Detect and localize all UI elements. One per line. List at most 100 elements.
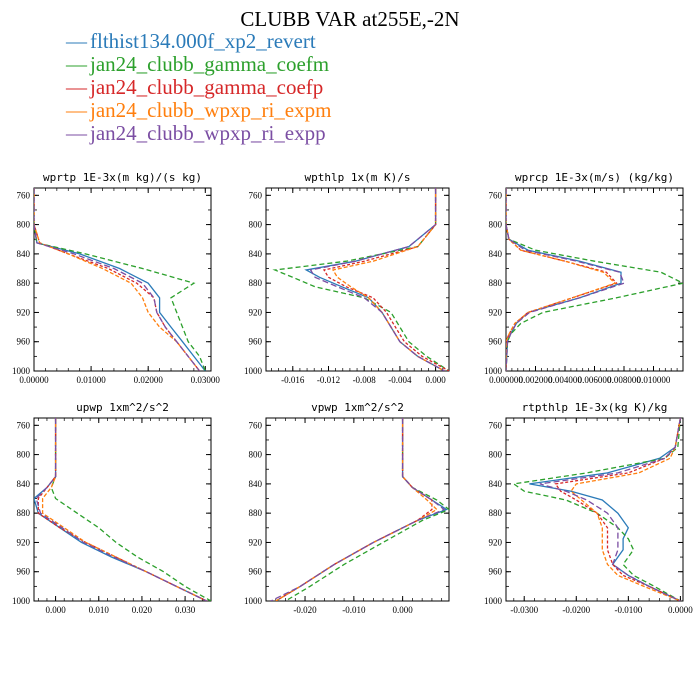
y-tick-label: 800 [489, 450, 503, 460]
y-tick-label: 960 [17, 567, 31, 577]
y-tick-label: 760 [489, 420, 503, 430]
legend-swatch-icon: — [66, 121, 87, 145]
x-tick-label: 0.000000 [489, 375, 523, 385]
y-tick-label: 960 [249, 337, 263, 347]
x-tick-label: 0.010000 [637, 375, 671, 385]
y-tick-label: 880 [17, 508, 31, 518]
panel-title: vpwp 1xm^2/s^2 [311, 401, 404, 414]
y-tick-label: 1000 [484, 366, 503, 376]
x-tick-label: 0.008000 [607, 375, 641, 385]
x-tick-label: 0.00000 [19, 375, 49, 385]
series-line-3 [41, 418, 207, 601]
y-tick-label: 760 [17, 190, 31, 200]
x-tick-label: -0.020 [293, 605, 317, 615]
x-tick-label: 0.000 [393, 605, 414, 615]
x-tick-label: -0.0300 [510, 605, 538, 615]
y-tick-label: 800 [249, 220, 263, 230]
plot-frame [33, 417, 212, 602]
y-tick-label: 880 [249, 508, 263, 518]
panel-title: upwp 1xm^2/s^2 [76, 401, 169, 414]
series-line-0 [529, 418, 682, 601]
x-tick-label: 0.004000 [548, 375, 582, 385]
y-tick-label: 760 [17, 420, 31, 430]
y-tick-label: 920 [249, 307, 263, 317]
legend-item: — jan24_clubb_wpxp_ri_expm [66, 99, 331, 122]
y-tick-label: 920 [17, 537, 31, 547]
series-line-4 [270, 418, 446, 601]
y-tick-label: 1000 [484, 596, 503, 606]
legend-label: jan24_clubb_wpxp_ri_expm [90, 98, 332, 122]
y-tick-label: 1000 [12, 366, 31, 376]
x-tick-label: 0.002000 [519, 375, 553, 385]
y-tick-label: 920 [489, 537, 503, 547]
series-line-0 [506, 188, 622, 371]
series-line-1 [512, 418, 682, 601]
x-tick-label: 0.030 [175, 605, 196, 615]
legend-swatch-icon: — [66, 52, 87, 76]
series-line-0 [304, 188, 445, 371]
y-tick-label: 880 [249, 278, 263, 288]
series-line-4 [309, 188, 445, 371]
y-tick-label: 960 [17, 337, 31, 347]
series-line-1 [272, 188, 449, 371]
x-tick-label: 0.006000 [578, 375, 612, 385]
y-tick-label: 1000 [244, 596, 263, 606]
y-tick-label: 960 [489, 567, 503, 577]
y-tick-label: 840 [489, 249, 503, 259]
x-tick-label: -0.008 [353, 375, 377, 385]
legend-label: jan24_clubb_wpxp_ri_expp [90, 121, 326, 145]
series-line-3 [331, 188, 445, 371]
y-tick-label: 920 [489, 307, 503, 317]
plot-frame [265, 187, 450, 372]
series-line-1 [506, 188, 683, 371]
legend-label: flthist134.000f_xp2_revert [90, 29, 316, 53]
y-tick-label: 840 [17, 479, 31, 489]
series-line-2 [506, 188, 618, 371]
y-tick-label: 760 [249, 190, 263, 200]
panel-title: wprcp 1E-3x(m/s) (kg/kg) [515, 171, 674, 184]
panel-title: rtpthlp 1E-3x(kg K)/kg [522, 401, 668, 414]
x-tick-label: 0.01000 [76, 375, 106, 385]
series-line-3 [570, 418, 682, 601]
y-tick-label: 960 [489, 337, 503, 347]
plot-frame [265, 417, 450, 602]
series-line-2 [554, 418, 682, 601]
x-tick-label: 0.0000 [668, 605, 693, 615]
x-tick-label: -0.0100 [614, 605, 642, 615]
legend-item: — jan24_clubb_gamma_coefp [66, 76, 331, 99]
y-tick-label: 800 [17, 450, 31, 460]
series-line-4 [539, 418, 682, 601]
series-line-3 [275, 418, 438, 601]
legend-swatch-icon: — [66, 29, 87, 53]
series-line-4 [35, 418, 207, 601]
y-tick-label: 880 [489, 278, 503, 288]
x-tick-label: -0.004 [388, 375, 412, 385]
y-tick-label: 840 [17, 249, 31, 259]
legend-label: jan24_clubb_gamma_coefp [90, 75, 324, 99]
legend-item: — flthist134.000f_xp2_revert [66, 30, 331, 53]
x-tick-label: 0.03000 [191, 375, 221, 385]
legend-item: — jan24_clubb_gamma_coefm [66, 53, 331, 76]
series-line-3 [506, 188, 617, 371]
y-tick-label: 880 [17, 278, 31, 288]
series-line-1 [50, 418, 211, 601]
panel-title: wprtp 1E-3x(m kg)/(s kg) [43, 171, 202, 184]
y-tick-label: 800 [17, 220, 31, 230]
y-tick-label: 760 [489, 190, 503, 200]
y-tick-label: 1000 [244, 366, 263, 376]
y-tick-label: 840 [489, 479, 503, 489]
chart-title: CLUBB VAR at255E,-2N [240, 7, 460, 31]
legend-swatch-icon: — [66, 98, 87, 122]
y-tick-label: 800 [249, 450, 263, 460]
x-tick-label: 0.010 [89, 605, 110, 615]
series-line-2 [275, 418, 433, 601]
series-line-1 [34, 188, 206, 371]
plot-frame [505, 187, 684, 372]
y-tick-label: 920 [249, 537, 263, 547]
series-line-0 [275, 418, 449, 601]
panel-title: wpthlp 1x(m K)/s [305, 171, 411, 184]
legend-label: jan24_clubb_gamma_coefm [90, 52, 330, 76]
y-tick-label: 920 [17, 307, 31, 317]
y-tick-label: 760 [249, 420, 263, 430]
x-tick-label: -0.0200 [562, 605, 590, 615]
